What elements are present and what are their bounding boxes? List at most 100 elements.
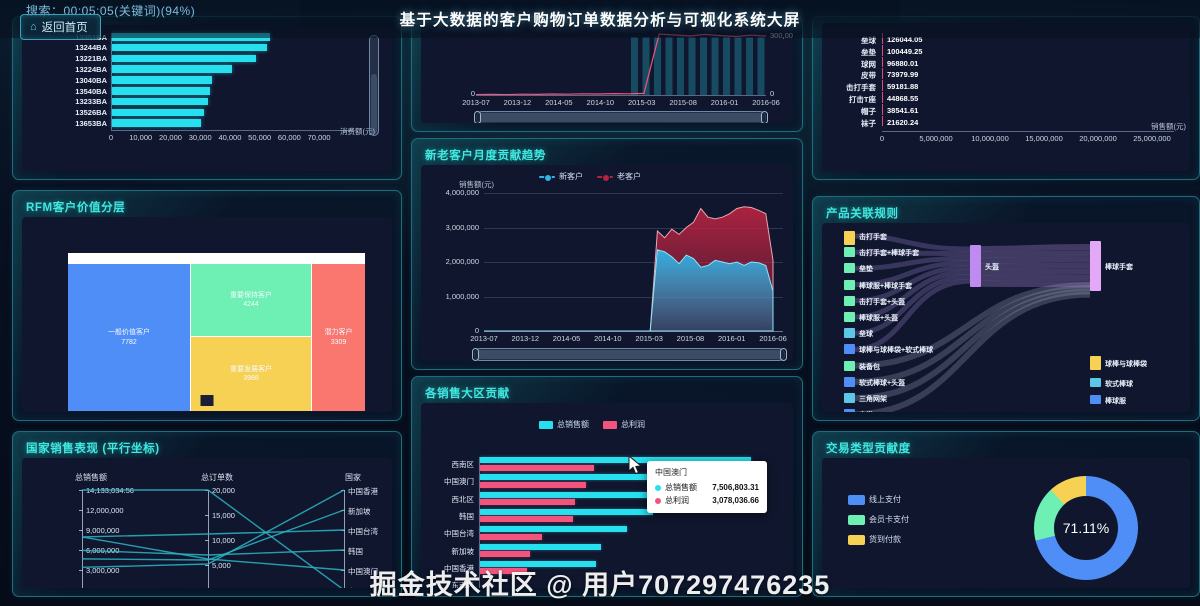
- product-bar[interactable]: [882, 80, 883, 91]
- back-to-home-button[interactable]: ⌂ 返回首页: [20, 14, 101, 40]
- data-zoom-handle-left[interactable]: [472, 348, 479, 361]
- product-bar[interactable]: [882, 115, 883, 127]
- bar[interactable]: [112, 54, 257, 63]
- region-bar[interactable]: [480, 457, 751, 463]
- sankey-target-node[interactable]: [1090, 395, 1101, 404]
- region-bar[interactable]: [480, 533, 543, 540]
- sankey-source-node[interactable]: [844, 360, 855, 371]
- donut-ring[interactable]: 71.11%: [1034, 476, 1138, 580]
- data-zoom-fill[interactable]: [476, 350, 783, 359]
- data-zoom-slider[interactable]: [472, 348, 787, 361]
- legend-item[interactable]: 总利润: [603, 419, 645, 430]
- x-tick-label: 2015-03: [635, 334, 663, 343]
- bar[interactable]: [112, 65, 233, 73]
- bar[interactable]: [112, 76, 212, 84]
- bar[interactable]: [112, 97, 208, 106]
- x-tick-label: 25,000,000: [1133, 134, 1171, 144]
- region-bar[interactable]: [480, 499, 575, 506]
- sankey-source-node[interactable]: [844, 409, 855, 412]
- treemap-cell-value: 7782: [121, 338, 137, 346]
- legend-item[interactable]: 新客户: [539, 171, 583, 182]
- x-tick-label: 5,000,000: [919, 134, 953, 144]
- top-overlay-bar: 搜索：00:05:05(关键词)(94%) ⌂ 返回首页: [0, 0, 1200, 40]
- bar[interactable]: [112, 87, 211, 95]
- y-tick-label: 0: [474, 326, 479, 335]
- product-value: 100449.25: [887, 46, 923, 56]
- sankey-source-node[interactable]: [844, 279, 855, 290]
- sankey-source-node[interactable]: [844, 231, 855, 245]
- bar[interactable]: [112, 43, 267, 52]
- region-bar[interactable]: [480, 560, 596, 567]
- parallel-lines-svg: [81, 489, 345, 588]
- sankey-source-node[interactable]: [844, 295, 855, 306]
- x-axis-title: 消费额(元): [340, 127, 375, 137]
- region-bar[interactable]: [480, 543, 601, 550]
- product-value: 38541.61: [887, 105, 919, 115]
- product-bar[interactable]: [882, 103, 883, 115]
- treemap-cell[interactable]: 一般价值客户 7782: [68, 264, 190, 411]
- bar-category-label: 13653BA: [75, 118, 107, 128]
- data-zoom-handle-left[interactable]: [474, 111, 481, 123]
- bar-category-label: 13221BA: [75, 54, 107, 64]
- legend-item[interactable]: 总销售额: [539, 419, 589, 430]
- product-bar[interactable]: [882, 56, 883, 68]
- region-bar[interactable]: [480, 568, 527, 575]
- legend-item[interactable]: 会员卡支付: [848, 514, 909, 525]
- parallel-tick-mark: [79, 570, 83, 571]
- region-bar[interactable]: [480, 474, 740, 481]
- sankey-source-node[interactable]: [844, 328, 855, 339]
- sankey-source-label: 棒球服+头盔: [859, 315, 899, 322]
- data-zoom-fill[interactable]: [371, 73, 377, 135]
- chart-parallel-coordinates[interactable]: 总销售额 14,133,034.56 12,000,000 9,000,000 6,00…: [22, 458, 392, 588]
- sankey-target-node[interactable]: [1090, 241, 1101, 291]
- legend-item[interactable]: 线上支付: [848, 494, 909, 505]
- treemap-cell[interactable]: 重要保持客户 4244: [191, 264, 311, 336]
- region-bar[interactable]: [480, 491, 657, 498]
- sankey-target-node[interactable]: [1090, 378, 1101, 387]
- data-zoom-handle-right[interactable]: [780, 348, 787, 361]
- panel-title-parallel: 国家销售表现 (平行坐标): [26, 443, 160, 455]
- sankey-source-label: 棒球服+棒球手套: [859, 282, 913, 290]
- parallel-tick-label: 0: [86, 586, 90, 588]
- data-zoom-slider[interactable]: [474, 111, 768, 123]
- product-label: 垒球: [861, 36, 876, 45]
- region-bar[interactable]: [480, 508, 653, 515]
- region-bar[interactable]: [480, 516, 574, 523]
- data-zoom-fill[interactable]: [478, 113, 764, 122]
- sankey-source-node[interactable]: [844, 247, 855, 258]
- legend-item[interactable]: 老客户: [597, 171, 641, 182]
- region-bar[interactable]: [480, 551, 531, 557]
- sankey-source-node[interactable]: [844, 376, 855, 387]
- bar[interactable]: [112, 119, 202, 127]
- chart-top-customers[interactable]: 13351BA13244BA13221BA13224BA13040BA13540…: [22, 25, 392, 171]
- region-bar[interactable]: [480, 481, 587, 488]
- sankey-source-node[interactable]: [844, 263, 855, 274]
- chart-product-sales[interactable]: 垒球 126044.05 垒垫 100449.25 球网 96880.01 皮带 73979.…: [822, 23, 1190, 171]
- x-tick-label: 20,000: [158, 133, 182, 143]
- product-bar[interactable]: [882, 68, 883, 80]
- treemap-cell[interactable]: 潜力客户 3309: [312, 264, 365, 411]
- sankey-source-node[interactable]: [844, 344, 855, 355]
- chart-rfm-treemap[interactable]: 一般价值客户 7782 重要保持客户 4244 重要发展客户 3988 潜力客户 3309: [22, 217, 392, 412]
- sankey-middle-node[interactable]: [970, 245, 981, 287]
- panel-title-rfm: RFM客户价值分层: [26, 202, 126, 214]
- chart-new-old-customers[interactable]: 销售额(元) 新客户 老客户 0 1,000,000 2,000,000 3,000,000…: [421, 165, 793, 361]
- data-zoom-slider[interactable]: [369, 35, 379, 137]
- product-bar[interactable]: [882, 92, 883, 103]
- chart-sankey[interactable]: 击打手套 击打手套+棒球手套 垒垫 棒球服+棒球手套 击打手套+头盔 棒球服+头盔 垒球 球棒…: [822, 223, 1190, 412]
- region-bar[interactable]: [480, 464, 594, 471]
- legend-swatch: [603, 420, 617, 429]
- sankey-source-node[interactable]: [844, 393, 855, 403]
- data-zoom-handle-right[interactable]: [761, 111, 768, 123]
- product-bar[interactable]: [882, 44, 883, 56]
- sankey-target-node[interactable]: [1090, 356, 1101, 370]
- chart-monthly-trend-mini[interactable]: 0300,00002013-072013-122014-052014-10201…: [421, 23, 793, 123]
- sankey-source-node[interactable]: [844, 312, 855, 322]
- chart-region-bars[interactable]: 总销售额总利润西南区中国澳门西北区韩国中国台湾新加坡中国香港东南区东北区中部02…: [421, 403, 793, 588]
- region-bar[interactable]: [480, 526, 627, 533]
- legend-item[interactable]: 货到付款: [848, 534, 909, 545]
- chart-transaction-donut[interactable]: 线上支付会员卡支付货到付款 71.11%: [822, 458, 1190, 588]
- bar[interactable]: [112, 108, 205, 117]
- product-bar[interactable]: [882, 33, 883, 44]
- sankey-source-label: 垒垫: [859, 266, 873, 274]
